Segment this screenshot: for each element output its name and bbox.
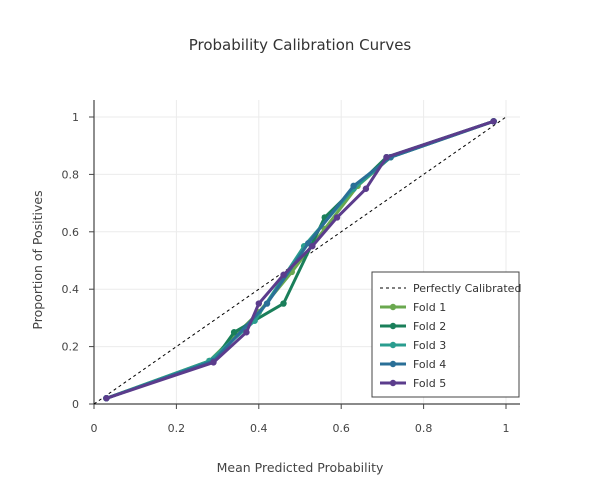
y-tick-label: 1 xyxy=(72,111,79,124)
legend-label: Fold 2 xyxy=(413,320,446,333)
x-tick-label: 0.4 xyxy=(250,422,268,435)
y-axis-title: Proportion of Positives xyxy=(30,190,45,329)
legend-marker xyxy=(389,360,397,368)
y-tick-label: 0 xyxy=(72,398,79,411)
legend-marker xyxy=(389,303,397,311)
legend-label: Fold 3 xyxy=(413,339,446,352)
y-tick-label: 0.8 xyxy=(62,168,80,181)
legend-label: Fold 5 xyxy=(413,377,446,390)
y-tick-label: 0.4 xyxy=(62,283,80,296)
legend-marker xyxy=(389,322,397,330)
data-point xyxy=(350,182,357,190)
x-tick-label: 0.6 xyxy=(332,422,350,435)
y-tick-label: 0.6 xyxy=(62,226,80,239)
legend-label: Fold 1 xyxy=(413,301,446,314)
data-point xyxy=(243,329,250,336)
chart-title: Probability Calibration Curves xyxy=(189,36,412,54)
series-line xyxy=(104,119,496,400)
data-point xyxy=(280,271,287,279)
legend-marker xyxy=(389,341,397,349)
legend: Perfectly Calibrated Fold 1 Fold 2 Fold 3 Fo… xyxy=(371,271,521,398)
x-tick-label: 0 xyxy=(91,422,98,435)
data-point xyxy=(362,185,370,192)
legend-label: Fold 4 xyxy=(413,358,446,371)
data-point xyxy=(210,359,217,366)
data-point xyxy=(280,300,287,307)
grid-layer xyxy=(94,100,520,404)
x-tick-label: 0.2 xyxy=(168,422,186,435)
x-tick-label: 1 xyxy=(503,422,510,435)
data-point xyxy=(103,395,110,402)
legend-marker xyxy=(389,379,397,387)
y-tick-label: 0.2 xyxy=(62,341,80,354)
data-point xyxy=(230,329,238,336)
data-point xyxy=(255,300,262,307)
data-point xyxy=(333,214,341,221)
series-layer xyxy=(103,118,497,402)
data-point xyxy=(383,153,390,161)
series-fold-5 xyxy=(103,118,497,402)
legend-label: Perfectly Calibrated xyxy=(413,282,521,295)
legend-box xyxy=(371,271,520,398)
x-axis-title: Mean Predicted Probability xyxy=(217,460,384,475)
x-tick-label: 0.8 xyxy=(415,422,433,435)
tick-labels: 0 0.2 0.4 0.6 0.8 1 0 0.2 0.4 0.6 0.8 1 xyxy=(62,111,510,435)
data-point xyxy=(490,118,497,125)
data-point xyxy=(263,300,271,307)
axes-layer xyxy=(93,100,520,405)
data-point xyxy=(309,242,316,250)
